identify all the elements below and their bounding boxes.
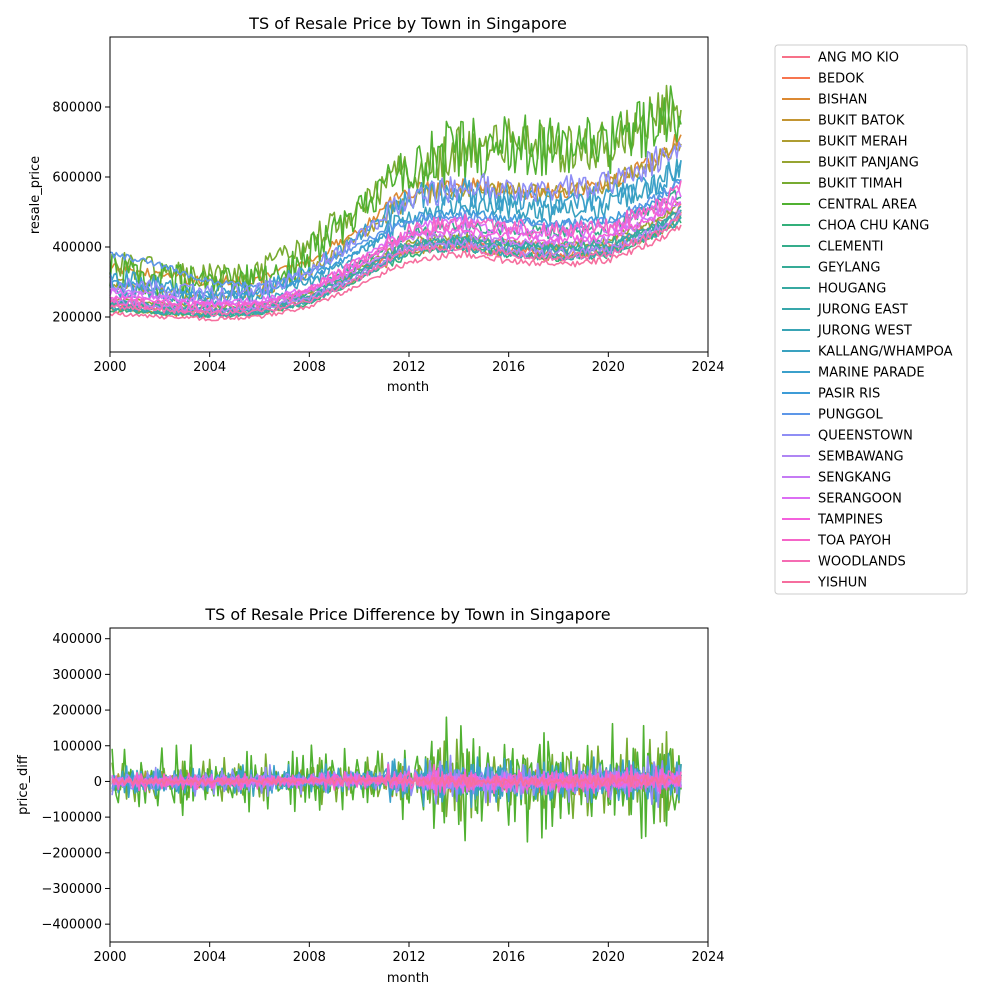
legend-entry: CLEMENTI: [818, 240, 883, 255]
price-chart-title: TS of Resale Price by Town in Singapore: [248, 14, 567, 33]
diff-x-axis-label: month: [387, 971, 429, 986]
x-tick-label: 2000: [93, 360, 126, 375]
price-series-line: [109, 212, 682, 317]
diff-chart: TS of Resale Price Difference by Town in…: [16, 605, 725, 986]
price-y-ticks: 200000 400000 600000 800000: [52, 101, 110, 326]
legend-entry: JURONG WEST: [817, 324, 912, 339]
x-tick-label: 2008: [293, 360, 326, 375]
y-tick-label: −200000: [41, 846, 102, 861]
y-tick-label: 0: [94, 775, 102, 790]
legend-entry: GEYLANG: [818, 261, 880, 276]
legend-entry: JURONG EAST: [817, 303, 908, 318]
legend-entry: BUKIT TIMAH: [818, 177, 903, 192]
diff-x-ticks: 2000 2004 2008 2012 2016 2020 2024: [93, 942, 725, 965]
legend-entry: BEDOK: [818, 72, 864, 87]
x-tick-label: 2012: [392, 950, 425, 965]
diff-series-line: [111, 754, 682, 808]
y-tick-label: 100000: [52, 739, 102, 754]
legend-entry: TAMPINES: [817, 513, 883, 528]
x-tick-label: 2000: [93, 950, 126, 965]
legend-entry: BUKIT MERAH: [818, 135, 907, 150]
y-tick-label: −100000: [41, 811, 102, 826]
legend-entry: BUKIT PANJANG: [818, 156, 919, 171]
y-tick-label: 400000: [52, 632, 102, 647]
x-tick-label: 2016: [492, 950, 525, 965]
legend-entry: CHOA CHU KANG: [818, 219, 929, 234]
diff-chart-title: TS of Resale Price Difference by Town in…: [204, 605, 610, 624]
legend-entry: TOA PAYOH: [817, 534, 891, 549]
x-tick-label: 2020: [592, 360, 625, 375]
diff-series-lines: [111, 716, 682, 843]
legend-entry: KALLANG/WHAMPOA: [818, 345, 953, 360]
legend-entry: SEMBAWANG: [818, 450, 904, 465]
y-tick-label: 200000: [52, 704, 102, 719]
price-x-axis-label: month: [387, 380, 429, 395]
x-tick-label: 2004: [193, 360, 226, 375]
y-tick-label: −300000: [41, 882, 102, 897]
y-tick-label: 400000: [52, 241, 102, 256]
price-y-axis-label: resale_price: [28, 156, 43, 234]
x-tick-label: 2020: [592, 950, 625, 965]
legend: ANG MO KIO BEDOK BISHAN BUKIT BATOK BUKIT ME…: [774, 44, 968, 595]
price-series-line: [109, 85, 682, 303]
legend-entry: PASIR RIS: [818, 387, 880, 402]
price-series-lines: [109, 84, 682, 322]
legend-entry: SERANGOON: [818, 492, 902, 507]
legend-entry: YISHUN: [817, 576, 867, 591]
x-tick-label: 2012: [392, 360, 425, 375]
legend-entry: BISHAN: [818, 93, 867, 108]
x-tick-label: 2024: [691, 950, 724, 965]
x-tick-label: 2008: [293, 950, 326, 965]
price-series-line: [109, 180, 682, 315]
price-series-line: [109, 141, 682, 302]
legend-frame: [774, 44, 968, 595]
legend-entry: WOODLANDS: [818, 555, 906, 570]
price-series-line: [109, 224, 682, 322]
legend-entry: PUNGGOL: [818, 408, 883, 423]
x-tick-label: 2016: [492, 360, 525, 375]
legend-entry: ANG MO KIO: [818, 51, 899, 66]
legend-entry: SENGKANG: [818, 471, 891, 486]
diff-series-line: [111, 774, 682, 789]
x-tick-label: 2024: [691, 360, 724, 375]
y-tick-label: 600000: [52, 171, 102, 186]
legend-entry: CENTRAL AREA: [818, 198, 917, 213]
x-tick-label: 2004: [193, 950, 226, 965]
y-tick-label: 200000: [52, 311, 102, 326]
diff-y-axis-label: price_diff: [16, 754, 31, 815]
y-tick-label: −400000: [41, 918, 102, 933]
legend-entry: MARINE PARADE: [818, 366, 925, 381]
price-x-ticks: 2000 2004 2008 2012 2016 2020 2024: [93, 352, 725, 375]
price-series-line: [109, 209, 682, 314]
legend-entry: QUEENSTOWN: [818, 429, 913, 444]
legend-entry: BUKIT BATOK: [818, 114, 905, 129]
y-tick-label: 300000: [52, 668, 102, 683]
price-chart: TS of Resale Price by Town in Singapore …: [28, 14, 725, 395]
diff-y-ticks: 400000 300000 200000 100000 0 −100000 −200000 −…: [41, 632, 110, 933]
y-tick-label: 800000: [52, 101, 102, 116]
legend-entry: HOUGANG: [818, 282, 886, 297]
